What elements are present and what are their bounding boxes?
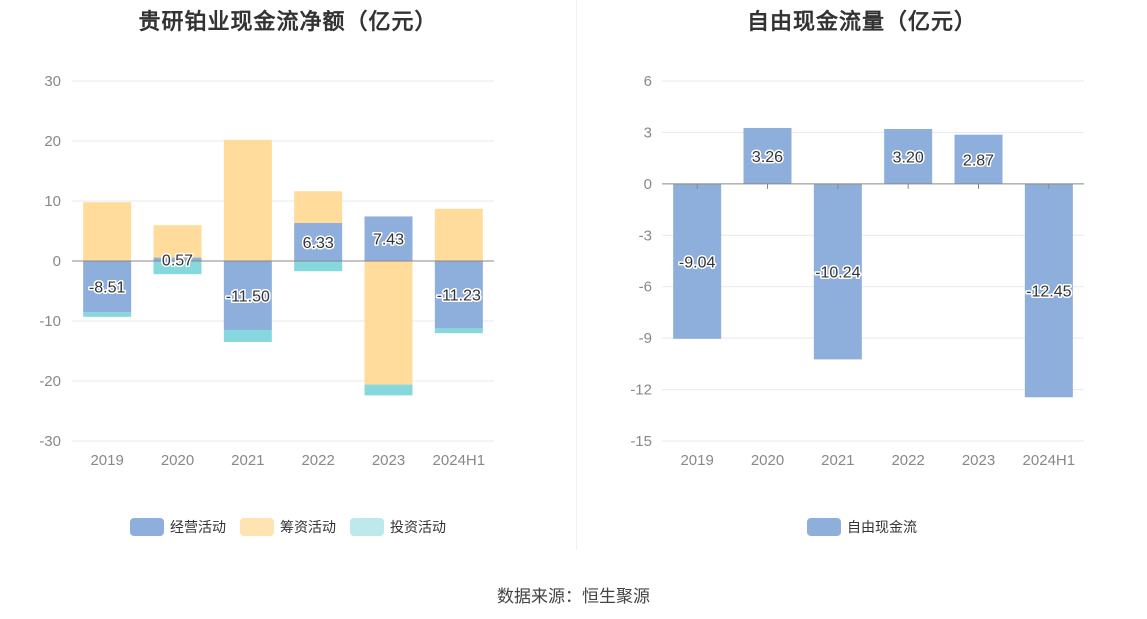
bar-operating: [83, 261, 132, 313]
chart-legend: 经营活动 筹资活动 投资活动: [0, 517, 576, 537]
y-tick-label: 6: [644, 73, 652, 90]
legend-item-free-cash-flow[interactable]: 自由现金流: [807, 517, 917, 537]
bar-operating: [434, 261, 483, 329]
legend-item-financing[interactable]: 筹资活动: [240, 517, 336, 537]
legend-swatch-investing: [350, 518, 384, 536]
bar-financing: [434, 208, 483, 261]
y-tick-label: 3: [644, 124, 652, 141]
free-cash-flow-chart-panel: 自由现金流量（亿元） 6 3 0 -3 -6 -9 -12 -15 -9.04 3.26 -10.2…: [577, 0, 1147, 555]
legend-item-operating[interactable]: 经营活动: [130, 517, 226, 537]
bar-free_cash_flow: [884, 129, 933, 184]
x-tick-label: 2019: [680, 452, 713, 469]
panel-divider: [576, 0, 577, 550]
legend-swatch-financing: [240, 518, 274, 536]
x-tick-label: 2022: [891, 452, 924, 469]
data-label: -11.50: [226, 289, 270, 306]
bar-free_cash_flow: [1024, 183, 1073, 398]
x-tick-label: 2021: [231, 452, 264, 469]
y-tick-label: -30: [39, 433, 61, 450]
x-tick-label: 2020: [751, 452, 784, 469]
y-tick-label: -9: [639, 330, 652, 347]
bar-investing: [223, 330, 272, 342]
bar-operating: [223, 261, 272, 330]
bar-financing: [223, 139, 272, 261]
x-tick-label: 2020: [161, 452, 194, 469]
data-label: -12.45: [1026, 284, 1071, 301]
bar-investing: [83, 312, 132, 317]
data-label: -8.51: [89, 280, 126, 297]
x-tick-label: 2023: [962, 452, 995, 469]
data-label: -11.23: [437, 288, 481, 305]
x-tick-label: 2023: [372, 452, 405, 469]
bar-investing: [153, 261, 202, 275]
chart-title: 贵研铂业现金流净额（亿元）: [138, 9, 438, 34]
cash-flow-bar-chart: 30 20 10 0 -10 -20 -30 -8.51 0.57 -11.50 6.33 7.43 -…: [39, 73, 494, 469]
bar-financing: [364, 261, 413, 385]
data-label: -10.24: [815, 265, 860, 282]
x-tick-label: 2024H1: [433, 452, 486, 469]
bar-free_cash_flow: [954, 134, 1003, 184]
bar-financing: [294, 191, 343, 224]
cash-flow-chart-panel: 贵研铂业现金流净额（亿元） 30 20 10 0 -10 -20 -30 -8.51 0.57 -…: [0, 0, 576, 555]
legend-label-free-cash-flow: 自由现金流: [847, 519, 917, 535]
legend-swatch-operating: [130, 518, 164, 536]
bar-financing: [83, 202, 132, 261]
bar-free_cash_flow: [743, 127, 792, 184]
free-cash-flow-bar-chart: 6 3 0 -3 -6 -9 -12 -15 -9.04 3.26 -10.24 3.20 2.87 -1…: [630, 73, 1084, 469]
data-label: -9.04: [679, 254, 716, 271]
legend-label-financing: 筹资活动: [280, 519, 336, 535]
x-tick-label: 2022: [301, 452, 334, 469]
chart-legend: 自由现金流: [577, 517, 1147, 537]
data-label: 7.43: [373, 232, 404, 249]
x-tick-label: 2024H1: [1023, 452, 1076, 469]
y-tick-label: 30: [44, 73, 61, 90]
legend-swatch-free-cash-flow: [807, 518, 841, 536]
y-tick-label: 10: [44, 193, 61, 210]
bar-investing: [434, 328, 483, 334]
y-tick-label: -15: [630, 433, 652, 450]
y-tick-label: -20: [39, 373, 61, 390]
y-tick-label: 0: [53, 253, 61, 270]
legend-label-operating: 经营活动: [170, 519, 226, 535]
y-tick-label: 0: [644, 176, 652, 193]
y-tick-label: -3: [639, 227, 652, 244]
x-tick-label: 2019: [90, 452, 123, 469]
bar-free_cash_flow: [673, 183, 722, 339]
data-label: 2.87: [963, 152, 994, 169]
chart-title: 自由现金流量（亿元）: [746, 9, 977, 34]
bar-operating: [364, 216, 413, 261]
bar-operating: [294, 223, 343, 261]
data-source-note: 数据来源：恒生聚源: [497, 587, 650, 606]
data-label: 3.20: [893, 149, 924, 166]
legend-label-investing: 投资活动: [390, 519, 446, 535]
legend-item-investing[interactable]: 投资活动: [350, 517, 446, 537]
y-tick-label: -12: [630, 382, 652, 399]
data-label: 6.33: [303, 235, 334, 252]
y-tick-label: -6: [639, 279, 652, 296]
x-tick-label: 2021: [821, 452, 854, 469]
bar-investing: [294, 261, 343, 272]
bar-financing: [153, 225, 202, 258]
y-tick-label: 20: [44, 133, 61, 150]
data-label: 0.57: [162, 252, 193, 269]
bar-operating: [153, 257, 202, 261]
y-tick-label: -10: [39, 313, 61, 330]
bar-free_cash_flow: [813, 183, 862, 360]
bar-investing: [364, 384, 413, 396]
data-label: 3.26: [752, 149, 783, 166]
